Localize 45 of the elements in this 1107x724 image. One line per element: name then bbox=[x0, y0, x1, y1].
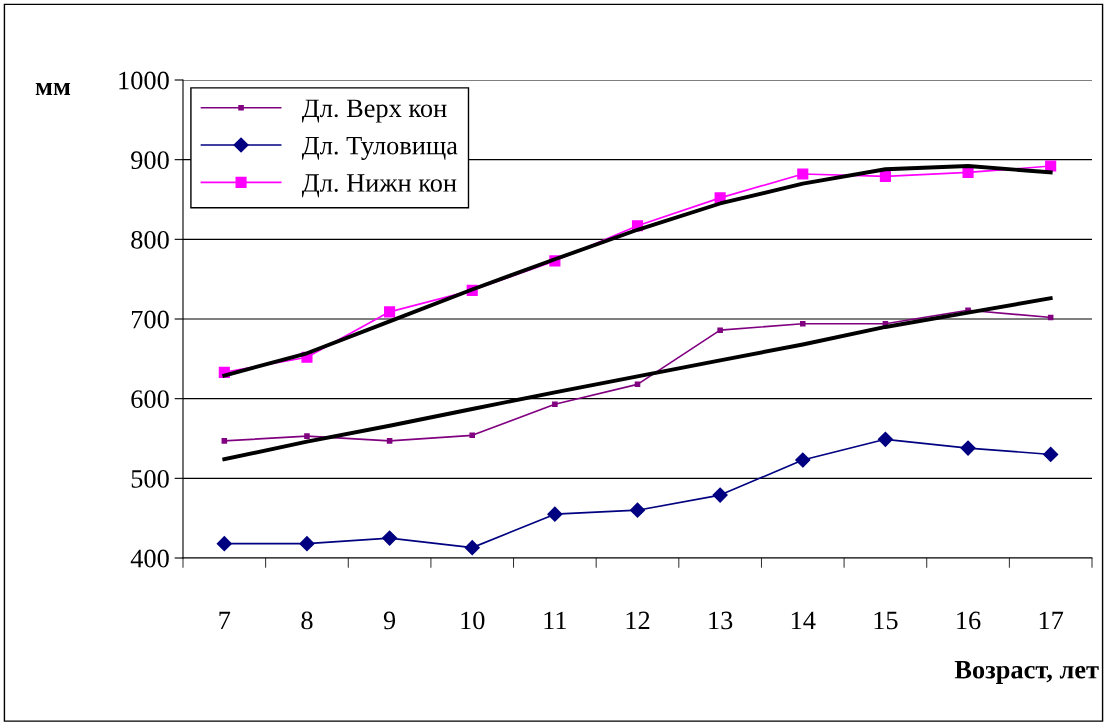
x-tick-label: 16 bbox=[957, 611, 981, 630]
x-tick-label: 8 bbox=[301, 611, 313, 630]
y-tick-label: 500 bbox=[131, 469, 169, 488]
point bbox=[879, 170, 891, 182]
point bbox=[464, 540, 480, 556]
point bbox=[547, 506, 563, 522]
x-tick-label: 14 bbox=[791, 611, 816, 630]
point bbox=[717, 327, 723, 333]
x-tick-label: 12 bbox=[626, 611, 650, 630]
x-tick-label: 9 bbox=[383, 611, 396, 630]
point bbox=[877, 431, 893, 447]
point bbox=[1043, 446, 1059, 463]
point bbox=[216, 536, 232, 552]
x-tick-label: 10 bbox=[461, 611, 485, 630]
y-axis-title: мм bbox=[35, 82, 71, 95]
x-tick-label: 17 bbox=[1039, 611, 1064, 630]
point bbox=[797, 168, 809, 180]
point bbox=[712, 487, 728, 503]
x-tick-label: 15 bbox=[874, 611, 898, 630]
y-tick-label: 700 bbox=[131, 310, 169, 329]
y-tick-label: 1000 bbox=[119, 71, 169, 90]
x-tick-label: 7 bbox=[219, 611, 231, 630]
point bbox=[299, 536, 315, 552]
y-tick-label: 600 bbox=[131, 390, 169, 409]
point bbox=[386, 438, 393, 444]
legend-label: Дл. Нижн кон bbox=[301, 174, 457, 198]
legend-label: Дл. Верх кон bbox=[301, 99, 447, 123]
point bbox=[960, 440, 976, 456]
x-tick-label: 11 bbox=[544, 611, 566, 630]
legend-label: Дл. Туловища bbox=[301, 136, 458, 160]
x-tick-label: 13 bbox=[709, 611, 733, 630]
point bbox=[1045, 160, 1057, 172]
y-tick-label: 800 bbox=[131, 230, 169, 249]
point bbox=[469, 432, 476, 439]
point bbox=[799, 321, 806, 327]
point bbox=[795, 452, 811, 468]
y-tick-label: 900 bbox=[131, 151, 169, 170]
point bbox=[384, 306, 396, 318]
x-axis-title: Возраст, лет bbox=[954, 661, 1099, 684]
point bbox=[629, 502, 646, 518]
point bbox=[304, 433, 310, 439]
point bbox=[552, 401, 558, 408]
y-tick-label: 400 bbox=[130, 549, 169, 568]
point bbox=[382, 530, 398, 546]
point bbox=[221, 438, 228, 444]
